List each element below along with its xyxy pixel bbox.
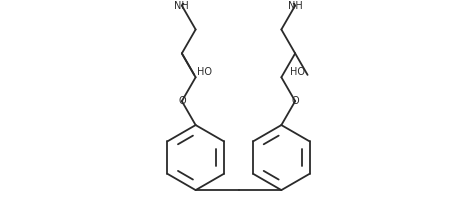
- Text: HO: HO: [197, 67, 212, 77]
- Text: O: O: [178, 96, 185, 106]
- Text: NH: NH: [287, 1, 302, 11]
- Text: O: O: [291, 96, 298, 106]
- Text: HO: HO: [289, 67, 304, 77]
- Text: NH: NH: [174, 1, 189, 11]
